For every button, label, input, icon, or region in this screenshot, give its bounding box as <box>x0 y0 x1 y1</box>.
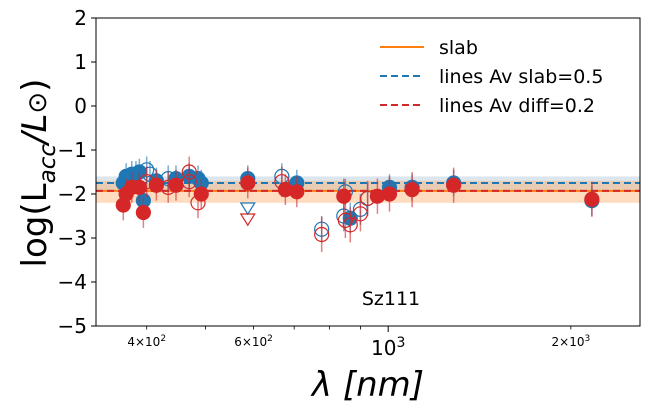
legend-label: slab <box>439 37 478 59</box>
y-axis-ticks: 2 1 0 −1 −2 −3 −4 −5 <box>58 6 96 338</box>
red-point <box>135 204 151 221</box>
red-point <box>336 188 352 204</box>
red-point <box>381 186 398 202</box>
blue-upper-limit <box>239 202 256 216</box>
x-tick-label: 103 <box>371 335 405 360</box>
x-axis-label: λ [nm] <box>310 365 424 405</box>
red-point <box>314 226 330 243</box>
red-point <box>446 177 462 193</box>
star-name-annotation: Sz111 <box>362 288 420 310</box>
legend-entry: slab <box>380 37 478 59</box>
legend-label: lines Av slab=0.5 <box>439 66 603 88</box>
red-point <box>342 217 358 233</box>
y-tick-label: −4 <box>58 270 87 294</box>
legend-label: lines Av diff=0.2 <box>439 95 595 117</box>
legend-entry: lines Av slab=0.5 <box>380 66 603 88</box>
y-tick-label: 0 <box>74 94 87 118</box>
red-point <box>148 177 165 193</box>
x-minor-tick-label: 2×103 <box>552 334 591 349</box>
red-point <box>181 164 197 180</box>
red-point <box>337 212 353 228</box>
y-tick-label: −5 <box>58 314 87 338</box>
data-points <box>115 156 600 253</box>
red-point <box>289 184 305 200</box>
red-point <box>168 177 184 193</box>
red-point <box>584 191 600 207</box>
y-tick-label: −2 <box>58 182 87 206</box>
y-tick-label: −1 <box>58 138 87 162</box>
y-axis-label: log(Lacc/L⊙) <box>15 79 61 268</box>
plot-frame <box>95 17 641 327</box>
y-tick-label: 2 <box>74 6 87 30</box>
x-axis-ticks: 103 4×102 6×102 2×103 <box>127 326 590 360</box>
x-minor-tick-label: 4×102 <box>127 334 166 349</box>
legend: slab lines Av slab=0.5 lines Av diff=0.2 <box>380 37 603 117</box>
red-point <box>240 175 256 191</box>
y-tick-label: 1 <box>74 50 87 74</box>
red-point <box>404 182 420 198</box>
y-tick-label: −3 <box>58 226 87 250</box>
x-minor-tick-label: 6×102 <box>234 334 273 349</box>
legend-entry: lines Av diff=0.2 <box>380 95 595 117</box>
red-upper-limit <box>239 213 256 227</box>
red-point <box>193 186 209 202</box>
